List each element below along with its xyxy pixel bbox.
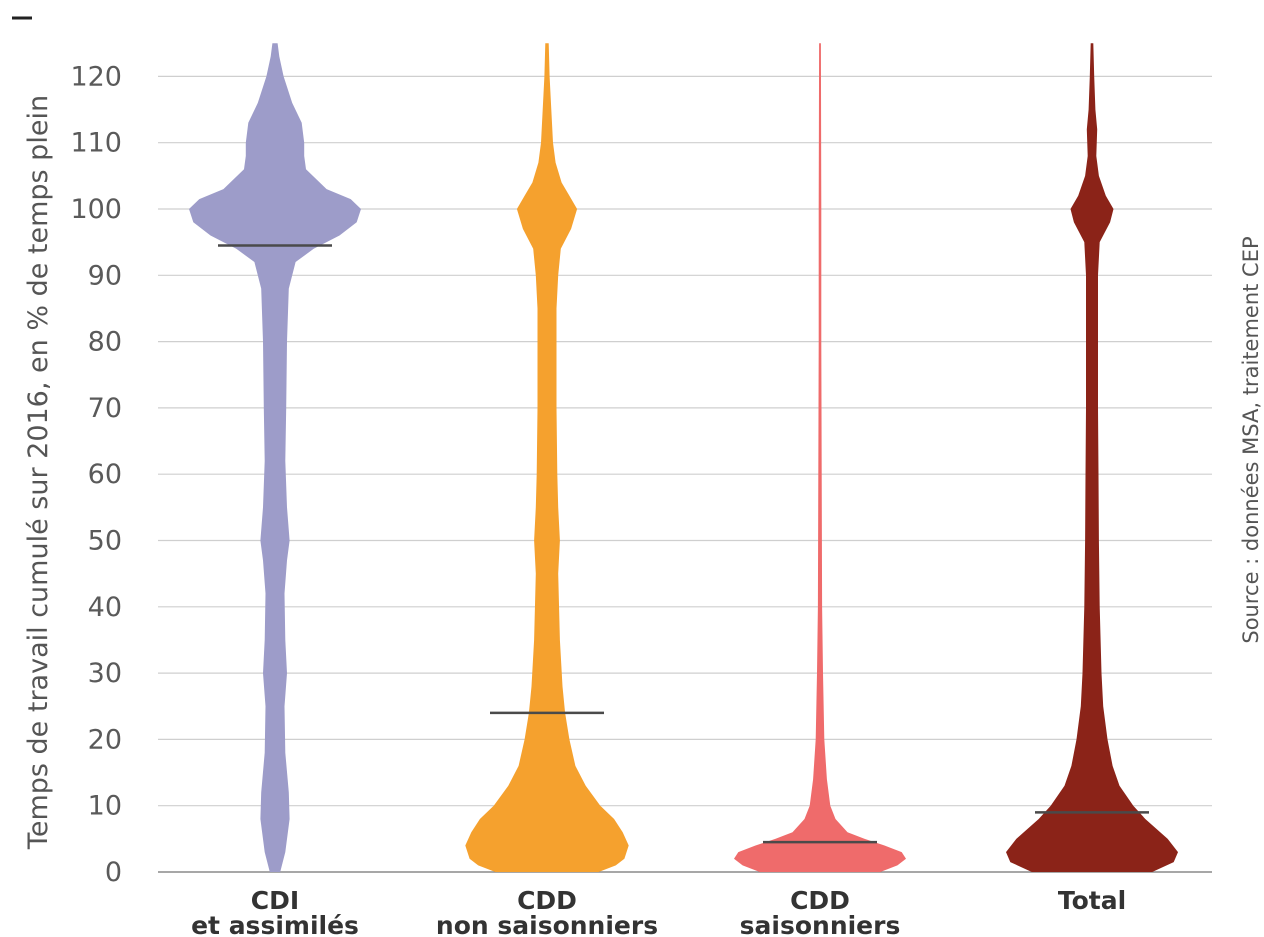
category-label: Total bbox=[1058, 886, 1126, 915]
category-label-sub: non saisonniers bbox=[436, 911, 658, 937]
category-label-sub: saisonniers bbox=[740, 911, 901, 937]
y-tick-label: 60 bbox=[88, 459, 122, 490]
y-tick-label: 30 bbox=[88, 658, 122, 689]
category-label: CDD bbox=[790, 886, 850, 915]
category-label: CDI bbox=[251, 886, 299, 915]
violin-0 bbox=[189, 43, 361, 873]
y-tick-label: 0 bbox=[105, 857, 122, 888]
y-tick-label: 20 bbox=[88, 724, 122, 755]
y-tick-label: 90 bbox=[88, 260, 122, 291]
y-tick-label: 100 bbox=[70, 194, 122, 225]
y-tick-label: 110 bbox=[70, 128, 122, 159]
violin-1 bbox=[465, 43, 629, 873]
violin-3 bbox=[1006, 43, 1178, 873]
y-tick-label: 50 bbox=[88, 526, 122, 557]
category-label-sub: et assimilés bbox=[191, 911, 359, 937]
y-tick-label: 40 bbox=[88, 592, 122, 623]
violin-2 bbox=[734, 43, 906, 873]
category-label: CDD bbox=[517, 886, 577, 915]
violins bbox=[189, 43, 1178, 873]
y-axis-title: Temps de travail cumulé sur 2016, en % d… bbox=[23, 95, 54, 850]
median-lines bbox=[218, 244, 1149, 844]
y-tick-label: 70 bbox=[88, 393, 122, 424]
y-tick-label: 80 bbox=[88, 327, 122, 358]
y-tick-label: 120 bbox=[70, 61, 122, 92]
source-note: Source : données MSA, traitement CEP bbox=[1239, 236, 1263, 643]
y-tick-labels: 0 10 20 30 40 50 60 70 80 90 100 110 120 bbox=[70, 61, 122, 888]
y-tick-label: 10 bbox=[88, 791, 122, 822]
